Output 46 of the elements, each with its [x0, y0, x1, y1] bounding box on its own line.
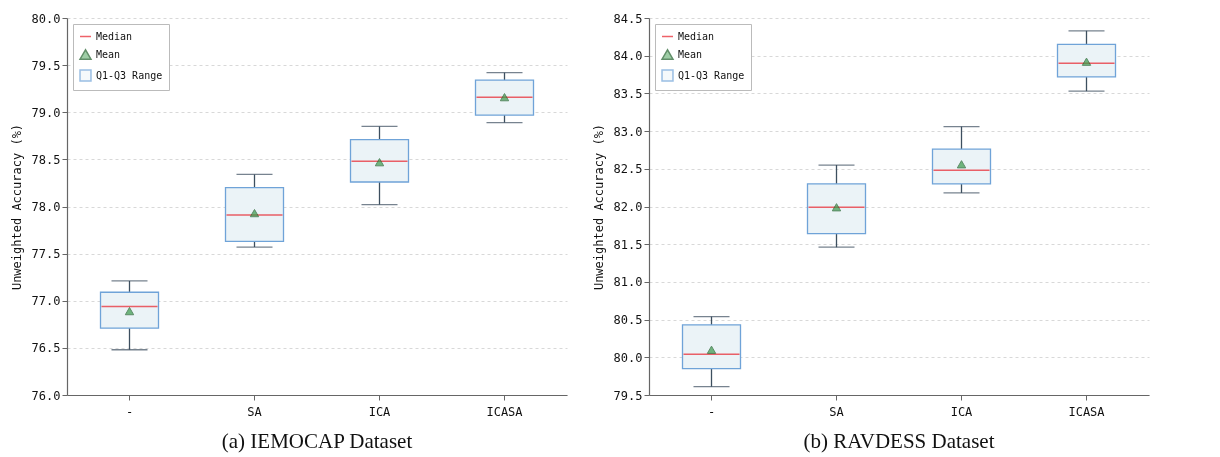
x-tick-label: SA: [247, 404, 263, 419]
y-tick-label: 81.5: [613, 237, 643, 252]
legend-label: Mean: [96, 48, 121, 60]
point: [956, 160, 967, 169]
y-tick-label: 80.0: [31, 11, 61, 26]
text: (a) IEMOCAP Dataset: [221, 429, 413, 453]
x-tick-label: -: [125, 404, 134, 419]
y-tick-label: 76.5: [31, 341, 61, 356]
y-tick-label: 84.5: [613, 11, 643, 26]
y-tick-label: 77.0: [31, 294, 61, 309]
y-axis-title: Unweighted Accuracy (%): [591, 123, 606, 291]
x-tick-label: SA: [829, 404, 845, 419]
y-tick-label: 83.5: [613, 86, 643, 101]
x-tick-label: ICA: [950, 404, 974, 419]
legend-label: Q1-Q3 Range: [678, 69, 745, 81]
point: [706, 345, 717, 354]
x-tick-label: -: [707, 404, 716, 419]
y-tick-label: 79.5: [613, 388, 643, 403]
y-tick-label: 83.0: [613, 124, 643, 139]
y-tick-label: 78.0: [31, 200, 61, 214]
point: [124, 306, 135, 316]
y-tick-label: 78.5: [31, 152, 61, 167]
y-tick-label: 80.5: [613, 313, 643, 328]
point: [249, 208, 260, 218]
y-tick-label: 79.5: [31, 58, 61, 73]
point: [1081, 57, 1092, 66]
legend-label: Q1-Q3 Range: [96, 69, 163, 81]
point: [499, 93, 510, 102]
text: (b) RAVDESS Dataset: [803, 429, 995, 453]
y-tick-label: 84.0: [613, 49, 643, 64]
y-tick-label: 82.0: [613, 200, 643, 214]
annotation: Median: [678, 30, 715, 42]
y-tick-label: 81.0: [613, 275, 643, 290]
y-tick-label: 76.0: [31, 388, 61, 403]
x-tick-label: ICA: [368, 404, 392, 419]
x-tick-label: ICASA: [1068, 404, 1106, 419]
point: [831, 203, 842, 212]
point: [374, 158, 385, 167]
y-tick-label: 82.5: [613, 162, 643, 177]
y-tick-label: 77.5: [31, 247, 61, 262]
annotation: Median: [96, 30, 133, 42]
x-tick-label: ICASA: [486, 404, 524, 419]
y-axis-title: Unweighted Accuracy (%): [9, 123, 24, 291]
y-tick-label: 80.0: [613, 350, 643, 365]
legend-label: Mean: [678, 48, 703, 60]
y-tick-label: 79.0: [31, 105, 61, 120]
